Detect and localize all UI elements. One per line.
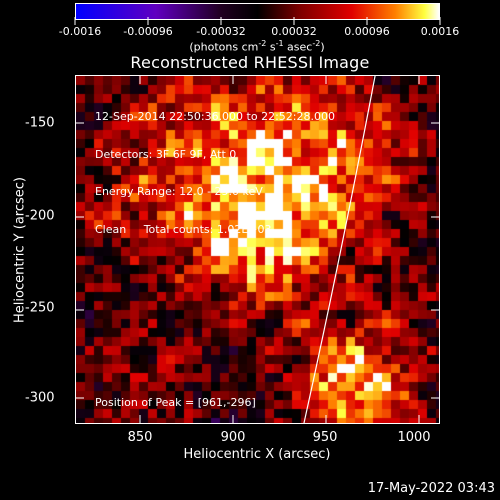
- timestamp: 17-May-2022 03:43: [367, 481, 495, 496]
- plot-ticks: [76, 76, 439, 423]
- energy-range: Energy Range: 12.0 - 25.0 keV: [95, 185, 263, 198]
- y-tick-label: -150: [25, 115, 55, 131]
- x-tick-label: 850: [127, 430, 153, 445]
- colorbar-units: (photons cm-2 s-1 asec-2): [189, 39, 325, 54]
- plot-overlay: [76, 76, 439, 423]
- x-tick-label: 950: [312, 430, 338, 445]
- y-tick-label: -250: [25, 300, 55, 316]
- x-axis-title: Heliocentric X (arcsec): [183, 447, 331, 462]
- detectors-info: Detectors: 3F 6F 9F, Att 0: [95, 147, 237, 161]
- colorbar-tick-label: 0.0016: [420, 25, 460, 38]
- x-tick-label: 1000: [397, 430, 431, 445]
- image-plot: 12-Sep-2014 22:50:36.000 to 22:52:28.000…: [75, 75, 440, 424]
- y-tick-label: -200: [25, 208, 55, 224]
- x-tick-label: 900: [220, 430, 246, 445]
- colorbar-tick-label: -0.00096: [123, 25, 173, 38]
- colorbar-tick-label: 0.00096: [344, 25, 390, 38]
- colorbar-tick-label: -0.0016: [58, 25, 102, 38]
- colorbar-tick-label: -0.00032: [196, 25, 246, 38]
- solar-limb-line: [303, 76, 376, 423]
- method-counts: Clean Total counts: 1.02E+03: [95, 222, 272, 236]
- colorbar-tick-labels: -0.0016 -0.00096 -0.00032 0.00032 0.0009…: [0, 25, 500, 41]
- colorbar: [75, 3, 440, 20]
- y-tick-label: -300: [25, 390, 55, 406]
- colorbar-ticks: [74, 17, 441, 25]
- observation-info: 12-Sep-2014 22:50:36.000 to 22:52:28.000…: [95, 86, 335, 261]
- colorbar-tick-label: 0.00032: [271, 25, 317, 38]
- peak-position: Position of Peak = [961,-296]: [95, 396, 256, 409]
- reconstructed-image: [76, 76, 439, 423]
- plot-title: Reconstructed RHESSI Image: [130, 53, 370, 72]
- y-axis-title: Heliocentric Y (arcsec): [12, 177, 28, 323]
- time-range: 12-Sep-2014 22:50:36.000 to 22:52:28.000: [95, 110, 335, 123]
